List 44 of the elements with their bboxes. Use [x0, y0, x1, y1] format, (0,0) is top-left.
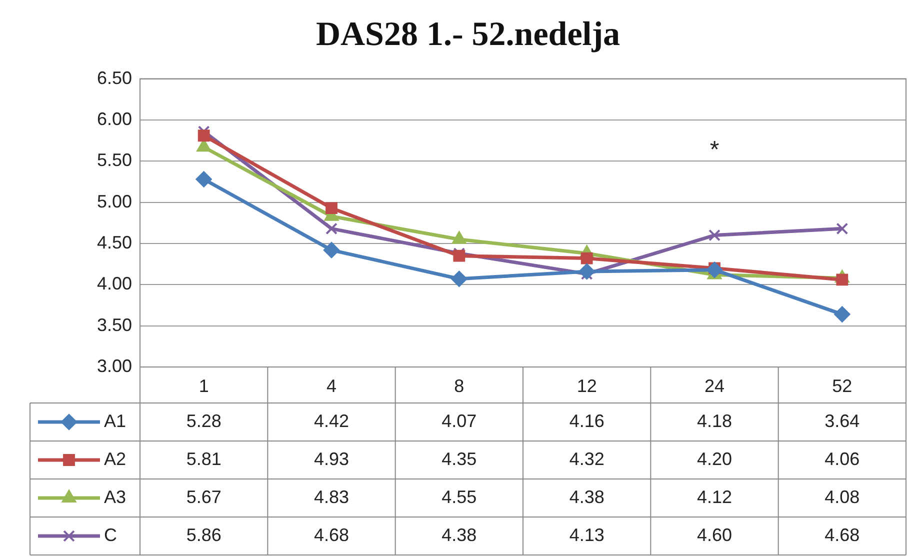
legend-label: A2	[104, 448, 126, 469]
x-tick-label: 8	[454, 376, 464, 396]
data-label: 4.32	[569, 448, 604, 469]
data-label: 4.60	[696, 524, 732, 545]
data-label: 4.83	[314, 486, 350, 507]
data-label: 3.64	[824, 410, 860, 431]
data-label: 4.12	[696, 486, 732, 507]
x-tick-label: 24	[704, 376, 725, 396]
data-label: 4.68	[824, 524, 860, 545]
annotation: *	[710, 136, 720, 164]
y-tick-label: 6.50	[96, 68, 132, 88]
y-tick-label: 3.00	[96, 356, 132, 376]
data-label: 4.13	[569, 524, 604, 545]
x-tick-label: 4	[326, 376, 337, 396]
data-label: 4.08	[824, 486, 860, 507]
y-tick-label: 5.50	[96, 150, 132, 170]
data-label: 5.81	[186, 448, 222, 469]
legend-label: A3	[104, 486, 126, 507]
y-tick-label: 5.00	[96, 191, 132, 212]
x-tick-label: 52	[832, 376, 852, 396]
x-tick-label: 1	[198, 376, 209, 396]
y-tick-label: 6.00	[96, 108, 132, 129]
x-tick-label: 12	[576, 376, 597, 396]
data-label: 4.20	[696, 448, 732, 469]
y-tick-label: 4.50	[96, 232, 132, 252]
data-label: 4.68	[314, 524, 350, 545]
data-label: 5.28	[186, 410, 222, 431]
y-tick-label: 4.00	[96, 274, 132, 294]
chart-title: DAS28 1.- 52.nedelja	[316, 16, 620, 54]
data-label: 4.38	[569, 486, 604, 507]
data-label: 4.07	[442, 410, 477, 431]
data-label: 4.93	[314, 448, 350, 469]
data-label: 4.55	[442, 486, 477, 507]
legend-label: A1	[104, 410, 126, 431]
legend-label: C	[104, 524, 117, 545]
data-label: 5.86	[186, 524, 222, 545]
data-label: 5.67	[186, 486, 222, 507]
data-label: 4.38	[442, 524, 477, 545]
data-label: 4.06	[824, 448, 860, 469]
data-label: 4.18	[696, 410, 732, 431]
data-label: 4.35	[442, 448, 477, 469]
data-label: 4.42	[314, 410, 350, 431]
y-tick-label: 3.50	[96, 314, 132, 335]
data-label: 4.16	[569, 410, 604, 431]
